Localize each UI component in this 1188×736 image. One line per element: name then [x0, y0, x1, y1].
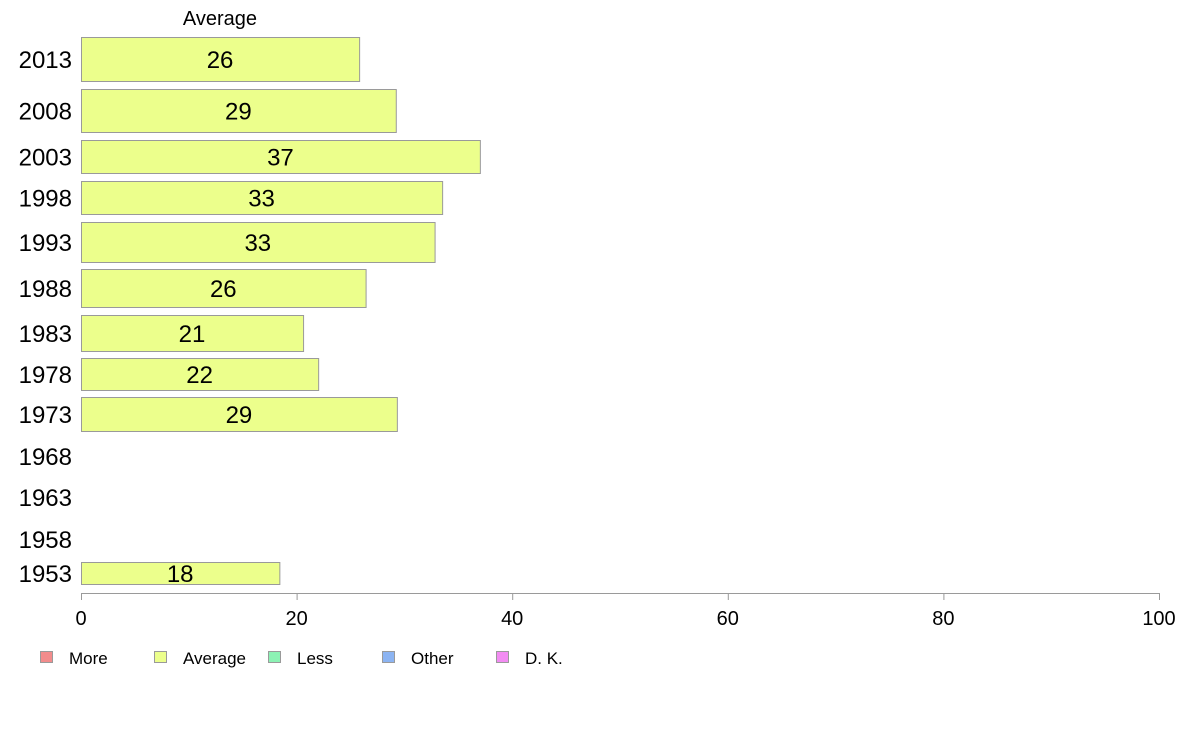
year-label-1998: 1998: [19, 186, 72, 213]
year-label-2013: 2013: [19, 47, 72, 74]
bar-value-label-1953: 18: [167, 561, 194, 588]
bar-value-label-1993: 33: [244, 230, 271, 257]
year-label-1988: 1988: [19, 276, 72, 303]
legend-swatch-more: [40, 651, 53, 663]
legend-label-other: Other: [411, 649, 454, 668]
series-header: Average: [183, 8, 257, 30]
legend-label-average: Average: [183, 649, 246, 668]
bar-1973: [81, 397, 398, 432]
legend: More Average Less Other D. K.: [40, 649, 563, 668]
x-tick-label-20: 20: [285, 608, 307, 630]
bar-2013: [81, 37, 361, 82]
x-tick-label-0: 0: [75, 608, 86, 630]
bar-2008: [81, 89, 397, 133]
year-label-1963: 1963: [19, 485, 72, 512]
year-label-1993: 1993: [19, 230, 72, 257]
bar-1993: [81, 222, 436, 263]
bar-value-label-2003: 37: [267, 145, 294, 172]
bar-1978: [81, 358, 320, 391]
legend-label-less: Less: [297, 649, 333, 668]
legend-swatch-less: [268, 651, 281, 663]
bar-1983: [81, 315, 305, 352]
x-tick-label-100: 100: [1142, 608, 1175, 630]
legend-label-more: More: [69, 649, 108, 668]
x-tick-label-40: 40: [501, 608, 523, 630]
year-label-1953: 1953: [19, 561, 72, 588]
bar-value-label-2013: 26: [207, 47, 234, 74]
bar-1953: [81, 562, 281, 585]
year-label-1978: 1978: [19, 362, 72, 389]
year-label-1983: 1983: [19, 321, 72, 348]
bar-value-label-1988: 26: [210, 276, 237, 303]
legend-swatch-other: [382, 651, 395, 663]
year-label-2003: 2003: [19, 145, 72, 172]
bars-layer: 2013 26 2008 29 2003 37 1998 33 1993 33 1988 26 1983…: [19, 37, 481, 588]
year-label-1973: 1973: [19, 402, 72, 429]
bar-value-label-1983: 21: [179, 321, 206, 348]
x-tick-label-60: 60: [717, 608, 739, 630]
legend-swatch-d-k: [496, 651, 509, 663]
bar-value-label-2008: 29: [225, 99, 252, 126]
bar-value-label-1973: 29: [226, 402, 253, 429]
bar-value-label-1998: 33: [248, 186, 275, 213]
x-axis: 0 20 40 60 80 100: [75, 593, 1176, 630]
legend-swatch-average: [154, 651, 167, 663]
x-tick-label-80: 80: [932, 608, 954, 630]
bar-value-label-1978: 22: [186, 362, 213, 389]
legend-label-d-k: D. K.: [525, 649, 563, 668]
bar-2003: [81, 140, 481, 174]
bar-1998: [81, 181, 444, 215]
year-label-1958: 1958: [19, 527, 72, 554]
year-label-1968: 1968: [19, 444, 72, 471]
year-label-2008: 2008: [19, 99, 72, 126]
bar-1988: [81, 269, 367, 308]
